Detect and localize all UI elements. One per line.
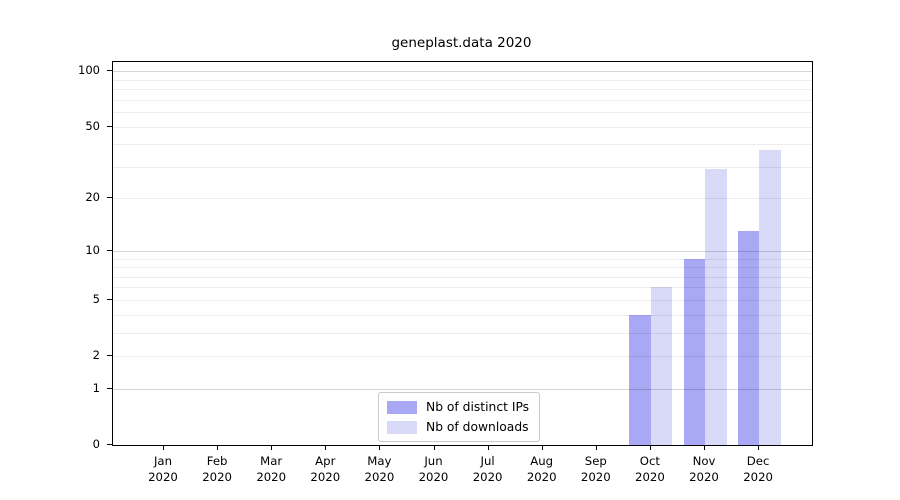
x-tick-label-jan: Jan 2020 (148, 454, 178, 484)
x-tick-label-aug: Aug 2020 (526, 454, 557, 484)
gridlines-layer (113, 62, 812, 445)
y-axis: 0 1 2 5 10 20 50 100 (0, 61, 112, 450)
legend-label-downloads: Nb of downloads (426, 420, 529, 434)
x-tick-label-may: May 2020 (364, 454, 395, 484)
y-tick-label-100: 100 (78, 63, 100, 78)
x-tick-apr (325, 445, 327, 450)
gridline-y-70 (113, 99, 812, 101)
bar-downloads-dec (759, 150, 781, 445)
gridline-y-30 (113, 166, 812, 168)
gridline-y-80 (113, 89, 812, 90)
y-tick-20 (107, 197, 112, 199)
bar-distinct-ips-nov (683, 258, 705, 445)
gridline-y-4 (113, 314, 812, 316)
gridline-y-7 (113, 276, 812, 278)
gridline-y-100 (113, 71, 812, 73)
x-tick-feb (217, 445, 219, 450)
plot-area: Nb of distinct IPs Nb of downloads (112, 61, 813, 446)
y-tick-5 (107, 298, 112, 300)
y-tick-label-0: 0 (92, 437, 100, 451)
y-tick-1 (107, 387, 112, 389)
gridline-y-40 (113, 144, 812, 146)
x-tick-jul (487, 445, 489, 450)
legend-item-downloads: Nb of downloads (387, 420, 529, 434)
x-tick-oct (649, 445, 651, 450)
gridline-y-2 (113, 356, 812, 357)
x-tick-label-sep: Sep 2020 (580, 454, 611, 484)
y-tick-0 (107, 444, 112, 445)
x-tick-label-jul: Jul 2020 (472, 454, 503, 484)
x-tick-label-feb: Feb 2020 (202, 454, 232, 484)
x-tick-may (379, 445, 381, 450)
gridline-y-20 (113, 198, 812, 200)
gridline-y-6 (113, 287, 812, 289)
y-tick-50 (107, 125, 112, 127)
y-tick-10 (107, 249, 112, 251)
y-tick-2 (107, 355, 112, 356)
legend: Nb of distinct IPs Nb of downloads (378, 392, 541, 442)
y-tick-label-2: 2 (92, 348, 100, 362)
x-tick-label-nov: Nov 2020 (689, 454, 719, 484)
bars-layer (113, 62, 812, 445)
y-tick-label-10: 10 (85, 242, 100, 257)
x-tick-label-apr: Apr 2020 (310, 454, 341, 484)
x-tick-nov (704, 445, 705, 450)
y-tick-label-1: 1 (92, 380, 100, 395)
x-tick-label-dec: Dec 2020 (743, 454, 773, 484)
x-axis: Jan 2020 Feb 2020 Mar 2020 Apr 2020 May 2020 Jun 20… (112, 445, 811, 497)
bar-distinct-ips-oct (629, 314, 651, 445)
gridline-y-60 (113, 111, 812, 113)
gridline-y-9 (113, 258, 812, 260)
y-tick-label-50: 50 (85, 118, 100, 133)
gridline-y-90 (113, 79, 812, 81)
legend-swatch-distinct-ips (387, 400, 417, 414)
x-tick-jun (433, 445, 435, 450)
x-tick-dec (758, 445, 760, 450)
gridline-y-50 (113, 126, 812, 128)
gridline-y-1 (113, 388, 812, 390)
x-tick-sep (595, 445, 597, 450)
x-tick-aug (541, 445, 543, 450)
x-tick-label-oct: Oct 2020 (635, 454, 665, 484)
y-tick-100 (107, 70, 112, 72)
x-tick-label-jun: Jun 2020 (418, 454, 449, 484)
chart-title: geneplast.data 2020 (391, 35, 532, 51)
bar-distinct-ips-dec (737, 231, 760, 445)
bar-downloads-nov (705, 169, 727, 445)
y-tick-label-20: 20 (85, 190, 100, 205)
legend-swatch-downloads (387, 420, 417, 434)
bar-downloads-oct (650, 287, 673, 445)
y-tick-label-5: 5 (92, 291, 100, 306)
legend-label-distinct-ips: Nb of distinct IPs (426, 400, 530, 414)
legend-item-distinct-ips: Nb of distinct IPs (387, 400, 529, 414)
x-tick-mar (271, 445, 273, 450)
gridline-y-8 (113, 267, 812, 268)
x-tick-label-mar: Mar 2020 (256, 454, 287, 484)
gridline-y-10 (113, 250, 812, 252)
gridline-y-3 (113, 332, 812, 334)
x-tick-jan (163, 445, 164, 450)
gridline-y-5 (113, 299, 812, 301)
